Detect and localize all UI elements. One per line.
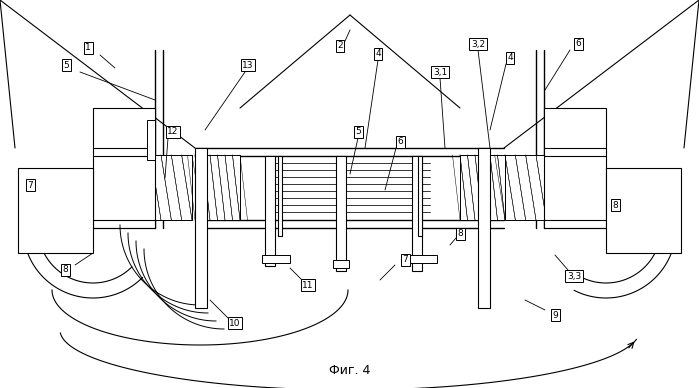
Bar bbox=[333, 260, 349, 268]
Text: 6: 6 bbox=[397, 137, 403, 147]
Text: 8: 8 bbox=[62, 265, 68, 274]
Bar bbox=[336, 156, 346, 271]
Bar bbox=[265, 156, 275, 266]
Bar bbox=[412, 156, 422, 271]
Bar bbox=[18, 168, 93, 253]
Bar bbox=[278, 156, 282, 236]
Bar bbox=[505, 155, 567, 220]
Bar bbox=[418, 156, 422, 236]
Text: 8: 8 bbox=[457, 229, 463, 239]
Bar bbox=[544, 108, 606, 228]
Text: 10: 10 bbox=[229, 319, 240, 327]
Text: 2: 2 bbox=[337, 42, 343, 50]
Text: 7: 7 bbox=[27, 180, 33, 189]
Text: 3,3: 3,3 bbox=[567, 272, 581, 281]
Bar bbox=[93, 108, 155, 228]
Bar bbox=[195, 148, 207, 308]
Bar bbox=[409, 255, 437, 263]
Bar bbox=[262, 255, 290, 263]
Text: 5: 5 bbox=[63, 61, 69, 69]
Text: 1: 1 bbox=[85, 43, 91, 52]
Text: 7: 7 bbox=[402, 256, 408, 265]
Bar bbox=[195, 155, 240, 220]
Text: 3,1: 3,1 bbox=[433, 68, 447, 76]
Bar bbox=[460, 155, 505, 220]
Text: 4: 4 bbox=[507, 54, 513, 62]
Bar bbox=[130, 155, 192, 220]
Text: 8: 8 bbox=[612, 201, 618, 210]
Text: Фиг. 4: Фиг. 4 bbox=[329, 364, 370, 376]
Text: 5: 5 bbox=[355, 128, 361, 137]
Text: 11: 11 bbox=[302, 281, 314, 289]
Text: 9: 9 bbox=[552, 310, 558, 319]
Text: 12: 12 bbox=[167, 128, 179, 137]
Bar bbox=[478, 148, 490, 308]
Bar bbox=[606, 168, 681, 253]
Text: 13: 13 bbox=[243, 61, 254, 69]
Text: 4: 4 bbox=[375, 50, 381, 59]
Bar bbox=[147, 120, 155, 160]
Text: 3,2: 3,2 bbox=[471, 40, 485, 48]
Text: 6: 6 bbox=[575, 40, 581, 48]
